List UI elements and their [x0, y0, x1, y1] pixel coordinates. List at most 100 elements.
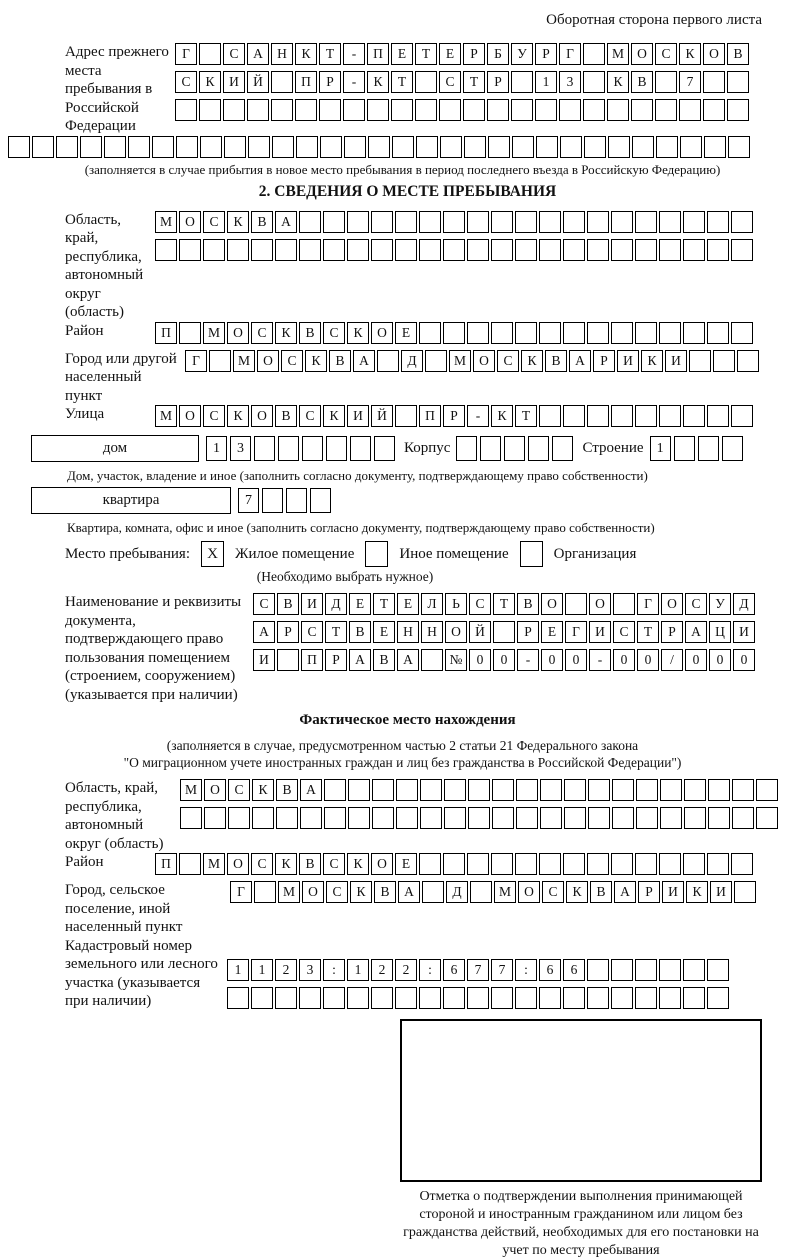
char-cell[interactable]: [277, 649, 299, 671]
char-cell[interactable]: Р: [535, 43, 557, 65]
char-cell[interactable]: О: [518, 881, 540, 903]
prev-address-row-4[interactable]: [8, 135, 780, 158]
char-cell[interactable]: [683, 405, 705, 427]
char-cell[interactable]: [539, 986, 561, 1009]
char-cell[interactable]: [443, 853, 465, 875]
char-cell[interactable]: А: [685, 621, 707, 643]
char-cell[interactable]: [612, 807, 634, 829]
char-cell[interactable]: Г: [185, 349, 207, 372]
char-cell[interactable]: [587, 238, 609, 261]
char-cell[interactable]: А: [398, 881, 420, 903]
char-cell[interactable]: О: [445, 621, 467, 643]
char-cell[interactable]: С: [223, 43, 245, 65]
char-cell[interactable]: 0: [685, 649, 707, 671]
char-cell[interactable]: С: [613, 621, 635, 643]
char-cell[interactable]: [179, 238, 201, 261]
char-cell[interactable]: Т: [415, 43, 437, 65]
char-cell[interactable]: С: [323, 853, 345, 875]
char-cell[interactable]: -: [343, 71, 365, 93]
char-cell[interactable]: М: [203, 321, 225, 344]
char-cell[interactable]: [271, 71, 293, 93]
char-cell[interactable]: [299, 210, 321, 233]
char-cell[interactable]: [659, 238, 681, 261]
char-cell[interactable]: 6: [563, 958, 585, 981]
char-cell[interactable]: И: [301, 593, 323, 615]
char-cell[interactable]: К: [347, 853, 369, 875]
char-cell[interactable]: И: [710, 881, 732, 903]
char-cell[interactable]: [179, 853, 201, 875]
char-cell[interactable]: [613, 593, 635, 615]
char-cell[interactable]: И: [617, 349, 639, 372]
char-cell[interactable]: [344, 135, 366, 158]
apartment-row[interactable]: 7: [238, 488, 334, 513]
char-cell[interactable]: [539, 405, 561, 427]
char-cell[interactable]: [176, 135, 198, 158]
char-cell[interactable]: [323, 238, 345, 261]
char-cell[interactable]: [348, 807, 370, 829]
char-cell[interactable]: [444, 779, 466, 801]
char-cell[interactable]: [443, 986, 465, 1009]
char-cell[interactable]: К: [367, 71, 389, 93]
char-cell[interactable]: [223, 99, 245, 121]
char-cell[interactable]: [491, 238, 513, 261]
char-cell[interactable]: [319, 99, 341, 121]
char-cell[interactable]: -: [467, 405, 489, 427]
char-cell[interactable]: [227, 238, 249, 261]
char-cell[interactable]: О: [631, 43, 653, 65]
char-cell[interactable]: 2: [371, 958, 393, 981]
char-cell[interactable]: И: [665, 349, 687, 372]
char-cell[interactable]: [374, 436, 395, 461]
char-cell[interactable]: [611, 958, 633, 981]
char-cell[interactable]: И: [589, 621, 611, 643]
char-cell[interactable]: А: [247, 43, 269, 65]
char-cell[interactable]: 0: [613, 649, 635, 671]
char-cell[interactable]: [659, 405, 681, 427]
char-cell[interactable]: Г: [565, 621, 587, 643]
char-cell[interactable]: 3: [559, 71, 581, 93]
char-cell[interactable]: [563, 986, 585, 1009]
char-cell[interactable]: И: [223, 71, 245, 93]
char-cell[interactable]: [456, 436, 478, 461]
char-cell[interactable]: [587, 958, 609, 981]
char-cell[interactable]: С: [323, 321, 345, 344]
char-cell[interactable]: [323, 986, 345, 1009]
char-cell[interactable]: [684, 807, 706, 829]
char-cell[interactable]: С: [469, 593, 491, 615]
char-cell[interactable]: [684, 779, 706, 801]
char-cell[interactable]: [565, 593, 587, 615]
char-cell[interactable]: [540, 807, 562, 829]
char-cell[interactable]: [326, 436, 347, 461]
char-cell[interactable]: [262, 488, 283, 513]
char-cell[interactable]: А: [569, 349, 591, 372]
char-cell[interactable]: О: [541, 593, 563, 615]
char-cell[interactable]: [371, 986, 393, 1009]
char-cell[interactable]: 1: [347, 958, 369, 981]
char-cell[interactable]: [689, 349, 711, 372]
char-cell[interactable]: Е: [397, 593, 419, 615]
char-cell[interactable]: М: [180, 779, 202, 801]
char-cell[interactable]: [536, 135, 558, 158]
char-cell[interactable]: Д: [446, 881, 468, 903]
char-cell[interactable]: [635, 405, 657, 427]
char-cell[interactable]: К: [275, 321, 297, 344]
char-cell[interactable]: Е: [395, 853, 417, 875]
char-cell[interactable]: [707, 986, 729, 1009]
char-cell[interactable]: [420, 807, 442, 829]
char-cell[interactable]: [731, 238, 753, 261]
char-cell[interactable]: [468, 779, 490, 801]
char-cell[interactable]: /: [661, 649, 683, 671]
char-cell[interactable]: [128, 135, 150, 158]
char-cell[interactable]: А: [614, 881, 636, 903]
char-cell[interactable]: [419, 238, 441, 261]
char-cell[interactable]: [656, 135, 678, 158]
char-cell[interactable]: 2: [395, 958, 417, 981]
char-cell[interactable]: [611, 321, 633, 344]
char-cell[interactable]: [611, 853, 633, 875]
char-cell[interactable]: [713, 349, 735, 372]
char-cell[interactable]: В: [251, 210, 273, 233]
char-cell[interactable]: [588, 807, 610, 829]
char-cell[interactable]: К: [305, 349, 327, 372]
document-row-3[interactable]: И П Р А В А № 0 0-0 0-0 0/0 0 0: [253, 649, 757, 671]
char-cell[interactable]: В: [276, 779, 298, 801]
